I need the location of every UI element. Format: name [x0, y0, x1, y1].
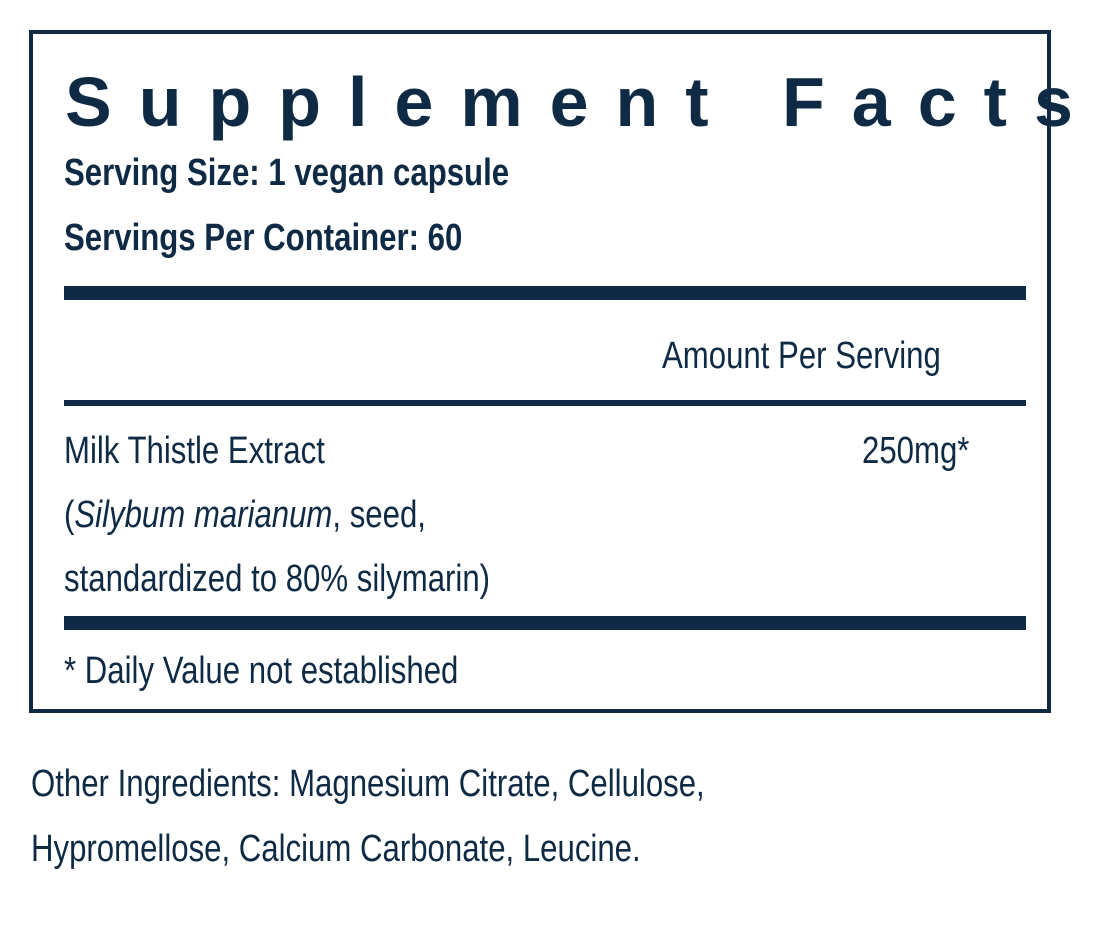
latin-name: Silybum marianum: [74, 494, 333, 536]
footnote: * Daily Value not established: [64, 650, 459, 692]
detail-rest: , seed,: [332, 494, 426, 536]
ingredient-amount: 250mg*: [862, 430, 970, 472]
ingredient-detail: (Silybum marianum, seed,: [64, 494, 426, 537]
paren: (: [64, 494, 75, 536]
servings-per-container: Servings Per Container: 60: [64, 217, 463, 259]
divider: [64, 400, 1026, 406]
panel-title: Supplement Facts: [65, 63, 1096, 141]
amount-header: Amount Per Serving: [662, 335, 941, 377]
other-ingredients-line1: Other Ingredients: Magnesium Citrate, Ce…: [31, 763, 705, 805]
serving-size: Serving Size: 1 vegan capsule: [64, 152, 510, 194]
other-ingredients-line2: Hypromellose, Calcium Carbonate, Leucine…: [31, 828, 641, 870]
ingredient-name: Milk Thistle Extract: [64, 430, 325, 472]
thick-divider: [64, 286, 1026, 300]
supplement-facts-panel: Supplement Facts Serving Size: 1 vegan c…: [29, 30, 1073, 713]
ingredient-detail-line2: standardized to 80% silymarin): [64, 558, 491, 600]
thick-divider-bottom: [64, 616, 1026, 630]
